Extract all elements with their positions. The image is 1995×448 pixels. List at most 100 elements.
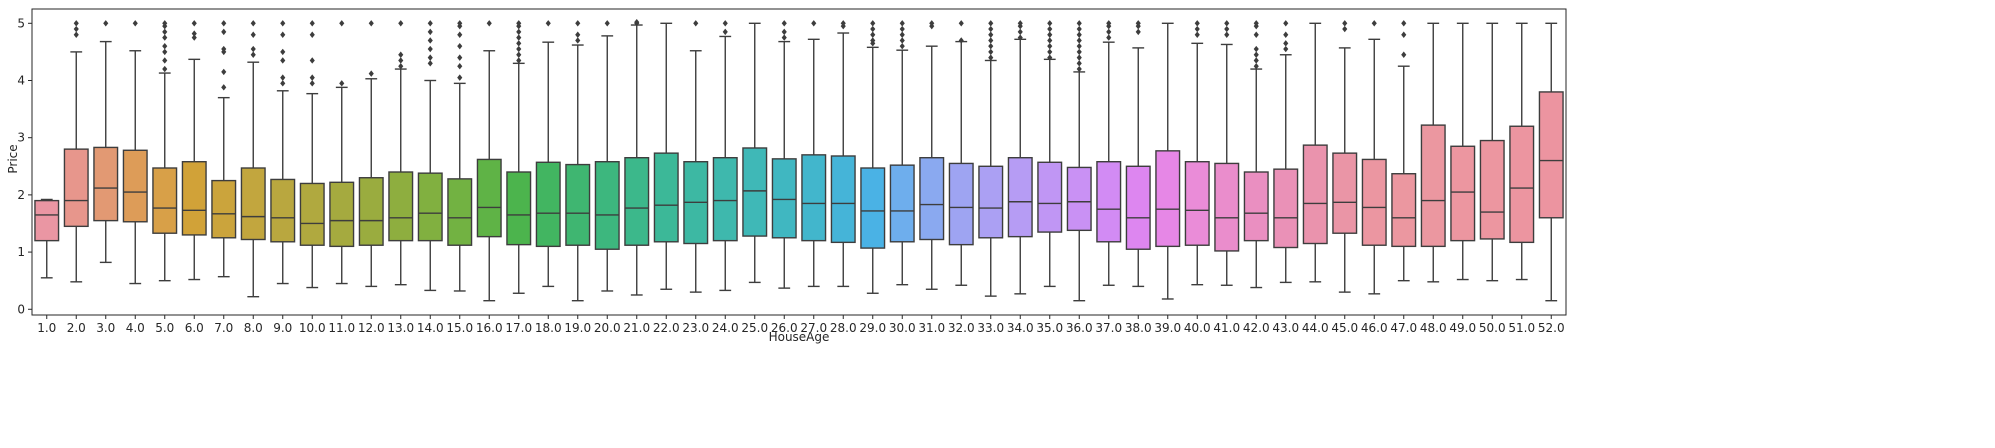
outlier-point <box>1253 20 1259 27</box>
box <box>594 161 620 250</box>
outlier-point <box>988 37 994 44</box>
box <box>889 164 915 243</box>
outlier-point <box>486 20 492 27</box>
box-group <box>771 20 797 289</box>
outlier-point <box>221 20 227 27</box>
outlier-point <box>398 51 404 58</box>
y-tick-label: 4 <box>17 73 25 87</box>
box <box>978 165 1004 239</box>
outlier-point <box>988 31 994 38</box>
outlier-point <box>162 34 168 41</box>
x-tick-label: 15.0 <box>446 321 473 335</box>
box-group <box>653 22 679 290</box>
outlier-point <box>398 62 404 70</box>
box <box>624 157 650 246</box>
outlier-point <box>457 20 463 27</box>
box <box>565 163 591 246</box>
outlier-point <box>1047 20 1053 27</box>
box <box>152 167 178 234</box>
outlier-point <box>899 42 905 50</box>
x-tick-label: 40.0 <box>1184 321 1211 335</box>
outlier-point <box>870 37 876 44</box>
x-tick-label: 36.0 <box>1066 321 1093 335</box>
box-group <box>919 20 945 290</box>
x-tick-label: 1.0 <box>37 321 56 335</box>
x-tick-label: 49.0 <box>1449 321 1476 335</box>
box-group <box>1391 20 1417 282</box>
outlier-point <box>191 20 197 27</box>
x-tick-label: 38.0 <box>1125 321 1152 335</box>
outlier-point <box>1047 25 1053 33</box>
box <box>712 157 738 242</box>
outlier-point <box>309 31 315 38</box>
outlier-point <box>1342 20 1348 27</box>
x-tick-label: 46.0 <box>1361 321 1388 335</box>
box <box>329 181 355 248</box>
box-group <box>476 20 502 302</box>
outlier-point <box>1076 65 1082 73</box>
box <box>1125 165 1151 250</box>
outlier-point <box>1253 45 1259 53</box>
outlier-point <box>545 20 551 27</box>
box-group <box>122 20 148 285</box>
outlier-point <box>398 20 404 27</box>
outlier-point <box>929 20 935 27</box>
outlier-point <box>309 57 315 64</box>
box <box>1302 144 1328 245</box>
outlier-point <box>1076 25 1082 33</box>
box <box>771 158 797 239</box>
box <box>476 158 502 238</box>
outlier-point <box>634 18 640 26</box>
x-tick-label: 8.0 <box>244 321 263 335</box>
outlier-point <box>221 84 227 91</box>
outlier-point <box>1224 31 1230 38</box>
outlier-point <box>840 20 846 27</box>
outlier-point <box>516 40 522 47</box>
outlier-point <box>368 20 374 27</box>
outlier-point <box>162 65 168 73</box>
x-tick-label: 33.0 <box>977 321 1004 335</box>
outlier-point <box>427 37 433 44</box>
outlier-point <box>427 28 433 36</box>
outlier-point <box>870 31 876 38</box>
box <box>181 161 207 236</box>
box <box>653 152 679 243</box>
box <box>948 162 974 246</box>
outlier-point <box>280 48 286 56</box>
box-group <box>299 20 325 289</box>
box-group <box>978 20 1004 297</box>
x-tick-label: 34.0 <box>1007 321 1034 335</box>
box-group <box>1037 20 1063 288</box>
outlier-point <box>1253 62 1259 70</box>
box <box>1155 150 1181 248</box>
outlier-point <box>1076 31 1082 38</box>
box-group <box>240 20 266 298</box>
outlier-point <box>132 20 138 27</box>
outlier-point <box>1253 31 1259 38</box>
outlier-point <box>1017 20 1023 27</box>
outlier-point <box>250 20 256 27</box>
outlier-point <box>1253 51 1259 58</box>
box <box>1066 166 1092 232</box>
y-axis: 0 1 2 3 4 5 <box>17 16 32 316</box>
box <box>1184 161 1210 246</box>
box <box>270 178 296 243</box>
outlier-point <box>1135 20 1141 27</box>
box-group <box>624 18 650 296</box>
outlier-point <box>162 57 168 64</box>
outlier-point <box>1047 31 1053 38</box>
box-group <box>181 20 207 281</box>
outlier-point <box>1283 40 1289 47</box>
box-group <box>506 20 532 294</box>
outlier-point <box>162 48 168 56</box>
plot-area <box>34 18 1564 302</box>
box <box>34 199 60 242</box>
box <box>1007 157 1033 238</box>
box-group <box>594 20 620 292</box>
box <box>299 182 325 246</box>
box-group <box>1420 22 1446 283</box>
y-tick-label: 3 <box>17 131 25 145</box>
outlier-point <box>457 62 463 70</box>
x-tick-label: 22.0 <box>653 321 680 335</box>
